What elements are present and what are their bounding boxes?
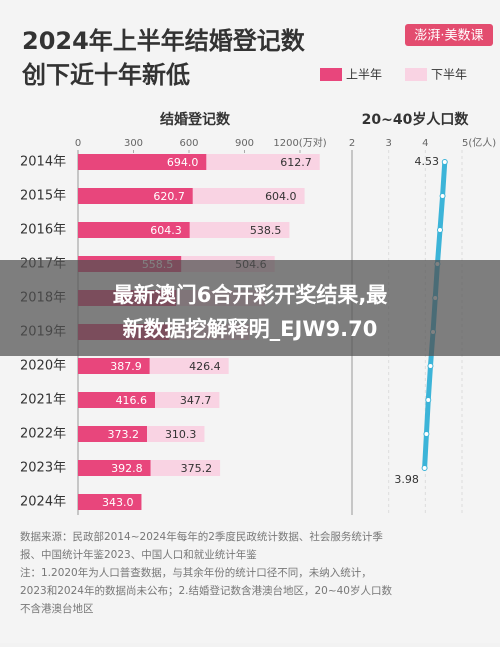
value-label: 620.7 bbox=[153, 190, 185, 203]
bar bbox=[78, 494, 142, 510]
point bbox=[427, 363, 434, 369]
value-label: 426.4 bbox=[189, 360, 221, 373]
x-tick-label: 1200(万对) bbox=[273, 136, 326, 149]
bar bbox=[189, 222, 290, 238]
title: 2024年上半年结婚登记数 bbox=[22, 27, 306, 55]
banner bbox=[0, 260, 500, 356]
category-label: 2024年 bbox=[20, 495, 66, 510]
bar bbox=[206, 154, 320, 170]
point bbox=[439, 193, 446, 199]
logo: 澎湃·美数课 bbox=[414, 29, 483, 44]
x-tick-label: 0 bbox=[75, 138, 81, 149]
title: 创下近十年新低 bbox=[21, 61, 190, 89]
chart-title: 结婚登记数 bbox=[160, 111, 231, 128]
value-label: 694.0 bbox=[167, 156, 199, 169]
bar bbox=[78, 188, 193, 204]
value-label: 538.5 bbox=[250, 224, 282, 237]
x-tick-label: 600 bbox=[179, 138, 198, 149]
category-label: 2021年 bbox=[20, 393, 66, 408]
value-label: 4.53 bbox=[415, 155, 440, 168]
chart-title: 20~40岁人口数 bbox=[362, 111, 470, 128]
point bbox=[441, 159, 448, 165]
value-label: 416.6 bbox=[116, 394, 148, 407]
point bbox=[423, 431, 430, 437]
value-label: 604.0 bbox=[265, 190, 297, 203]
value-label: 375.2 bbox=[181, 462, 213, 475]
footer-text: 注：1.2020年为人口普查数据，与其余年份的统计口径不同，未纳入统计， bbox=[20, 566, 372, 579]
footer-text: 数据来源：民政部2014~2024年每年的2季度民政统计数据、社会服务统计季 bbox=[20, 530, 383, 543]
category-label: 2016年 bbox=[20, 223, 66, 238]
category-label: 2015年 bbox=[20, 189, 66, 204]
point bbox=[421, 465, 428, 471]
category-label: 2020年 bbox=[20, 359, 66, 374]
bar bbox=[78, 154, 207, 170]
bar bbox=[78, 392, 156, 408]
value-label: 387.9 bbox=[110, 360, 142, 373]
bar bbox=[147, 426, 205, 442]
bar bbox=[78, 222, 190, 238]
bar bbox=[149, 358, 229, 374]
legend-label: 上半年 bbox=[346, 68, 382, 82]
value-label: 3.98 bbox=[394, 473, 419, 486]
value-label: 612.7 bbox=[280, 156, 312, 169]
category-label: 2023年 bbox=[20, 461, 66, 476]
footer-text: 2023和2024年的数据尚未公布；2.结婚登记数含港澳台地区，20~40岁人口… bbox=[20, 584, 392, 597]
value-label: 373.2 bbox=[108, 428, 140, 441]
footer-text: 报、中国统计年鉴2023、中国人口和就业统计年鉴 bbox=[20, 548, 257, 561]
x-tick-label: 2 bbox=[349, 138, 355, 149]
banner-text: 最新澳门6合开彩开奖结果,最 bbox=[113, 283, 389, 307]
banner-text: 新数据挖解释明_EJW9.70 bbox=[123, 317, 378, 341]
bar bbox=[150, 460, 221, 476]
legend-swatch bbox=[320, 68, 342, 81]
point bbox=[437, 227, 443, 233]
category-label: 2022年 bbox=[20, 427, 66, 442]
legend-label: 下半年 bbox=[431, 68, 467, 82]
bar bbox=[155, 392, 220, 408]
category-label: 2014年 bbox=[20, 155, 66, 170]
x-tick-label: 4 bbox=[422, 138, 428, 149]
value-label: 347.7 bbox=[180, 394, 212, 407]
value-label: 310.3 bbox=[165, 428, 197, 441]
x-tick-label: 900 bbox=[235, 138, 254, 149]
logo-box bbox=[405, 24, 493, 46]
bar bbox=[78, 426, 148, 442]
bar bbox=[192, 188, 305, 204]
footer-text: 不含港澳台地区 bbox=[20, 602, 94, 615]
legend-swatch bbox=[405, 68, 427, 81]
x-tick-label: 3 bbox=[385, 138, 391, 149]
value-label: 343.0 bbox=[102, 496, 134, 509]
x-tick-label: 300 bbox=[124, 138, 143, 149]
value-label: 392.8 bbox=[111, 462, 143, 475]
point bbox=[425, 397, 432, 403]
bar bbox=[78, 358, 150, 374]
bar bbox=[78, 460, 151, 476]
x-tick-label: 5(亿人) bbox=[462, 136, 496, 149]
value-label: 604.3 bbox=[150, 224, 182, 237]
